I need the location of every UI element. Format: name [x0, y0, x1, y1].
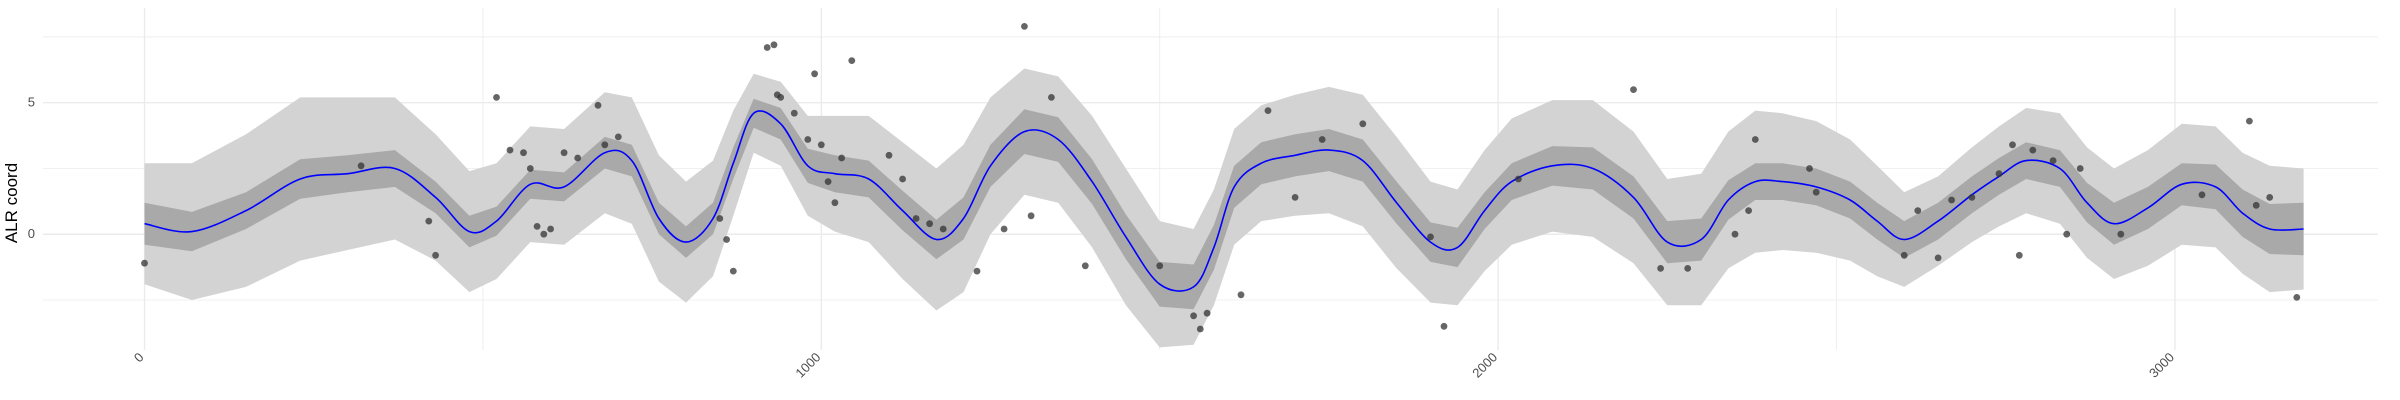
- data-point: [729, 267, 737, 275]
- data-point: [1745, 207, 1752, 215]
- data-point: [2076, 165, 2084, 172]
- data-point: [848, 57, 856, 64]
- data-point: [1812, 188, 1820, 196]
- data-point: [1948, 196, 1955, 204]
- data-point: [594, 101, 602, 109]
- data-point: [817, 141, 825, 149]
- data-point: [1806, 165, 1813, 172]
- x-tick-label: 1000: [792, 350, 823, 381]
- data-point: [1995, 170, 2003, 178]
- data-point: [1630, 86, 1637, 93]
- data-point: [357, 162, 365, 170]
- data-point: [574, 154, 582, 162]
- data-point: [811, 70, 818, 78]
- data-point: [1048, 94, 1055, 101]
- data-point: [1027, 212, 1035, 220]
- data-point: [614, 133, 622, 141]
- fit-line: [144, 110, 2304, 292]
- data-point: [824, 178, 832, 186]
- data-point: [506, 146, 514, 154]
- observation-points: [141, 23, 2301, 333]
- data-point: [2293, 294, 2301, 301]
- y-axis-ticks: 05: [28, 95, 35, 242]
- data-point: [520, 149, 527, 157]
- data-point: [770, 41, 778, 49]
- data-point: [885, 151, 893, 159]
- data-point: [2063, 230, 2071, 238]
- data-point: [1021, 23, 1028, 30]
- data-point: [777, 94, 785, 101]
- y-axis-title: ALR coord: [2, 163, 21, 243]
- data-point: [533, 223, 541, 230]
- data-point: [912, 215, 920, 222]
- x-axis-ticks: 0 1000 2000 3000: [131, 350, 2177, 381]
- data-point: [1684, 265, 1692, 272]
- data-point: [1515, 175, 1522, 183]
- x-tick-label: 2000: [1469, 350, 1500, 381]
- data-point: [1203, 309, 1211, 317]
- data-point: [926, 220, 933, 228]
- data-point: [1968, 194, 1976, 201]
- data-point: [804, 136, 812, 143]
- data-point: [601, 141, 609, 149]
- data-point: [939, 225, 947, 233]
- data-point: [560, 149, 568, 157]
- data-point: [1081, 262, 1089, 270]
- data-point: [1264, 107, 1272, 114]
- y-tick-label: 5: [28, 95, 35, 110]
- data-point: [1196, 325, 1204, 333]
- data-point: [716, 215, 724, 222]
- data-point: [1000, 225, 1008, 233]
- data-point: [2029, 146, 2037, 154]
- data-point: [141, 259, 148, 267]
- data-point: [1291, 194, 1299, 201]
- confidence-bands: [144, 68, 2304, 348]
- plot-panel: [43, 8, 2378, 350]
- data-point: [540, 230, 548, 238]
- inner-confidence-band: [144, 98, 2304, 310]
- data-point: [493, 94, 500, 101]
- fit-line-group: [144, 110, 2304, 292]
- data-point: [2266, 194, 2274, 201]
- data-point: [1440, 322, 1448, 330]
- data-point: [1657, 265, 1664, 272]
- data-point: [2015, 251, 2023, 259]
- data-point: [973, 267, 981, 275]
- data-point: [723, 236, 730, 243]
- data-point: [790, 109, 798, 117]
- data-point: [526, 165, 534, 172]
- data-point: [2117, 230, 2125, 238]
- data-point: [2252, 201, 2260, 209]
- data-point: [1237, 291, 1245, 299]
- data-point: [1934, 254, 1942, 262]
- data-point: [1914, 207, 1922, 215]
- data-point: [1156, 262, 1164, 270]
- data-point: [838, 154, 845, 162]
- x-tick-label: 0: [131, 350, 147, 366]
- data-point: [2049, 157, 2057, 165]
- data-point: [1900, 251, 1908, 259]
- y-tick-label: 0: [28, 226, 35, 241]
- data-point: [2009, 141, 2016, 149]
- data-point: [763, 44, 771, 51]
- x-tick-label: 3000: [2146, 350, 2177, 381]
- data-point: [2198, 191, 2206, 199]
- data-point: [1427, 233, 1434, 241]
- data-point: [1318, 136, 1326, 143]
- data-point: [1359, 120, 1367, 128]
- data-point: [547, 225, 554, 233]
- data-point: [831, 199, 839, 207]
- data-point: [425, 217, 433, 225]
- data-point: [2246, 117, 2253, 125]
- data-point: [899, 175, 906, 183]
- data-point: [1751, 136, 1759, 143]
- data-point: [432, 251, 439, 259]
- data-point: [1731, 230, 1739, 238]
- data-point: [1190, 312, 1197, 320]
